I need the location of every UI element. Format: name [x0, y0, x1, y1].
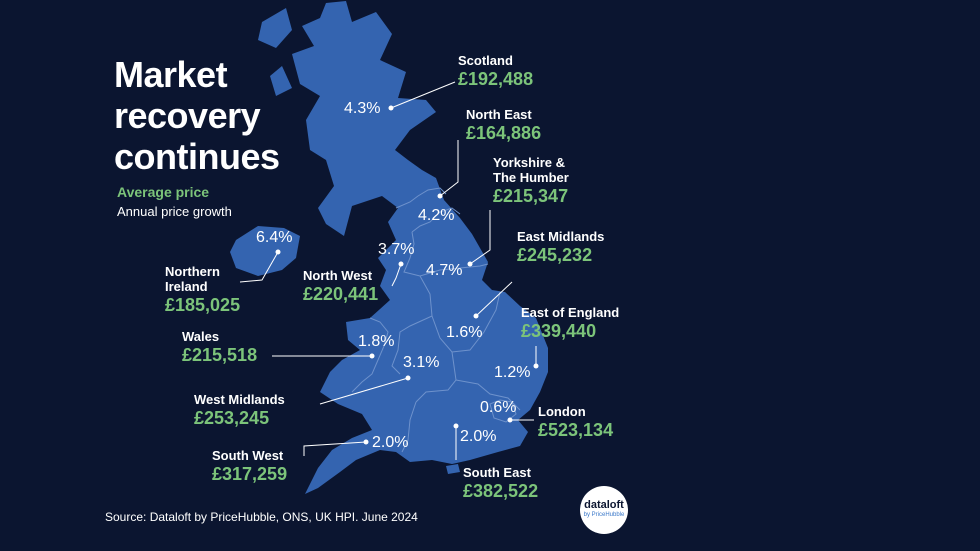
label-wales: Wales £215,518 — [182, 329, 257, 366]
title-line: continues — [114, 136, 280, 177]
marker-london — [507, 417, 513, 423]
region-price: £245,232 — [517, 245, 593, 265]
label-east-midlands: East Midlands £245,232 — [517, 229, 604, 266]
source-note: Source: Dataloft by PriceHubble, ONS, UK… — [105, 510, 418, 524]
marker-south-east — [453, 423, 459, 429]
label-south-west: South West £317,259 — [212, 448, 287, 485]
region-name: South East — [463, 465, 531, 480]
label-london: London £523,134 — [538, 404, 613, 441]
marker-wales — [369, 353, 375, 359]
great-britain-landmass — [292, 1, 548, 494]
leader-lines — [239, 81, 537, 460]
isle-of-wight — [446, 464, 460, 474]
title-line: Market — [114, 54, 228, 95]
legend-average-price: Average price — [117, 184, 210, 200]
region-name: Northern Ireland — [165, 264, 220, 294]
region-price: £215,518 — [182, 345, 258, 365]
region-name: Yorkshire & The Humber — [493, 155, 569, 185]
label-north-west: North West £220,441 — [303, 268, 378, 305]
marker-yorkshire — [467, 261, 473, 267]
region-name: East of England — [521, 305, 620, 320]
scottish-islands — [258, 8, 292, 96]
growth-scotland: 4.3% — [344, 100, 380, 117]
marker-east-of-england — [533, 363, 539, 369]
region-price: £215,347 — [493, 186, 569, 206]
growth-northern-ireland: 6.4% — [256, 229, 292, 246]
title-line: recovery — [114, 95, 261, 136]
region-borders — [351, 187, 521, 453]
marker-north-east — [437, 193, 443, 199]
growth-yorkshire: 4.7% — [426, 262, 462, 279]
marker-scotland — [388, 105, 394, 111]
region-price: £382,522 — [463, 481, 539, 501]
region-price: £192,488 — [458, 69, 534, 89]
marker-south-west — [363, 439, 369, 445]
growth-west-midlands: 3.1% — [403, 354, 439, 371]
label-north-east: North East £164,886 — [466, 107, 541, 144]
label-west-midlands: West Midlands £253,245 — [194, 392, 285, 429]
region-name: East Midlands — [517, 229, 605, 244]
region-price: £220,441 — [303, 284, 379, 304]
label-scotland: Scotland £192,488 — [458, 53, 533, 90]
region-name: North West — [303, 268, 373, 283]
region-price: £523,134 — [538, 420, 614, 440]
marker-northern-ireland — [275, 249, 281, 255]
growth-south-west: 2.0% — [372, 434, 408, 451]
label-south-east: South East £382,522 — [463, 465, 538, 502]
marker-west-midlands — [405, 375, 411, 381]
region-name: Wales — [182, 329, 220, 344]
dataloft-logo: dataloft by PriceHubble — [580, 486, 628, 534]
label-east-of-england: East of England £339,440 — [521, 305, 619, 342]
marker-north-west — [398, 261, 404, 267]
page-title: Market recovery continues — [114, 54, 280, 177]
growth-east-midlands: 1.6% — [446, 324, 482, 341]
region-name: West Midlands — [194, 392, 285, 407]
growth-wales: 1.8% — [358, 333, 394, 350]
region-name: Scotland — [458, 53, 513, 68]
region-price: £185,025 — [165, 295, 241, 315]
legend-annual-growth: Annual price growth — [117, 204, 232, 219]
region-price: £339,440 — [521, 321, 597, 341]
label-northern-ireland: Northern Ireland £185,025 — [165, 264, 240, 316]
logo-sub: by PriceHubble — [583, 512, 625, 518]
northern-ireland-landmass — [230, 226, 300, 276]
growth-north-west: 3.7% — [378, 241, 414, 258]
region-price: £317,259 — [212, 464, 288, 484]
region-name: London — [538, 404, 586, 419]
region-price: £164,886 — [466, 123, 542, 143]
region-price: £253,245 — [194, 408, 270, 428]
growth-south-east: 2.0% — [460, 428, 496, 445]
growth-north-east: 4.2% — [418, 207, 454, 224]
growth-east-of-england: 1.2% — [494, 364, 530, 381]
logo-name: dataloft — [584, 499, 624, 511]
region-name: North East — [466, 107, 532, 122]
region-markers — [275, 105, 539, 445]
region-name: South West — [212, 448, 284, 463]
label-yorkshire: Yorkshire & The Humber £215,347 — [493, 155, 569, 207]
marker-east-midlands — [473, 313, 479, 319]
growth-london: 0.6% — [480, 399, 516, 416]
